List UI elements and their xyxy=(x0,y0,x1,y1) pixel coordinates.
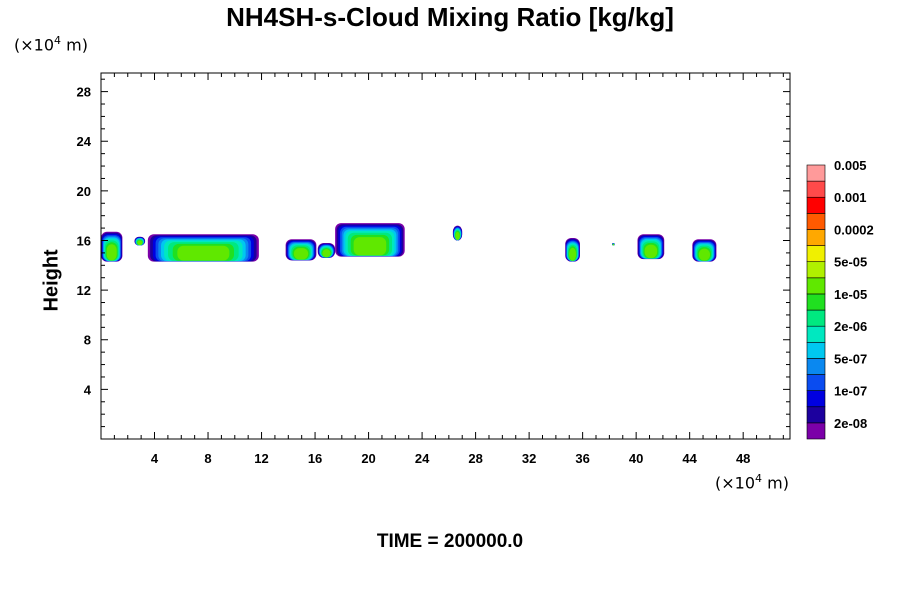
x-unit-prefix: (×10 xyxy=(715,473,756,493)
colorbar-swatch xyxy=(806,341,826,359)
y-axis-unit: (×104 m) xyxy=(14,34,88,54)
y-axis-ticks: 4 8 12 16 20 24 28 xyxy=(77,78,790,428)
colorbar-swatch xyxy=(806,229,826,246)
colorbar-swatch xyxy=(806,245,826,263)
cloud-feature xyxy=(134,236,146,246)
cloud-feature xyxy=(565,238,580,262)
x-tick-label: 8 xyxy=(204,451,211,466)
x-tick-label: 4 xyxy=(151,451,159,466)
colorbar-label: 2e-08 xyxy=(834,416,867,431)
colorbar: 2e-08 1e-07 5e-07 2e-06 1e-05 5e-05 0.0002 0.00… xyxy=(806,158,874,440)
x-tick-label: 44 xyxy=(682,451,697,466)
x-tick-label: 48 xyxy=(736,451,750,466)
colorbar-label: 1e-07 xyxy=(834,384,867,399)
x-tick-label: 24 xyxy=(415,451,430,466)
colorbar-swatch xyxy=(806,164,826,182)
colorbar-swatch xyxy=(806,293,826,311)
colorbar-label: 5e-05 xyxy=(834,255,867,270)
colorbar-swatch xyxy=(806,422,826,440)
colorbar-swatch xyxy=(806,213,826,230)
cloud-feature xyxy=(335,223,405,257)
y-unit-suffix: m) xyxy=(61,35,88,55)
colorbar-label: 1e-05 xyxy=(834,287,867,302)
cloud-band xyxy=(137,240,143,246)
x-tick-label: 28 xyxy=(468,451,482,466)
x-axis-unit: (×104 m) xyxy=(715,472,789,492)
colorbar-label: 0.005 xyxy=(834,158,867,173)
cloud-feature xyxy=(637,234,665,260)
cloud-band xyxy=(569,247,577,261)
colorbar-swatch xyxy=(806,406,826,424)
colorbar-swatch xyxy=(806,180,826,198)
cloud-feature xyxy=(285,239,317,261)
x-unit-suffix: m) xyxy=(762,473,789,493)
cloud-band xyxy=(455,231,460,240)
cloud-feature xyxy=(692,239,717,262)
cloud-feature xyxy=(317,242,336,258)
colorbar-swatch xyxy=(806,374,826,391)
colorbar-swatch xyxy=(806,196,826,214)
cloud-band xyxy=(698,248,711,261)
cloud-band xyxy=(322,249,331,258)
cloud-feature xyxy=(147,234,259,262)
x-tick-label: 36 xyxy=(575,451,589,466)
cloud-feature xyxy=(101,231,123,262)
cloud-band xyxy=(353,237,387,256)
y-unit-prefix: (×10 xyxy=(14,35,55,55)
time-footer: TIME = 200000.0 xyxy=(376,531,524,552)
colorbar-swatch xyxy=(806,358,826,375)
colorbar-label: 5e-07 xyxy=(834,351,867,366)
x-tick-label: 40 xyxy=(629,451,643,466)
colorbar-label: 0.0002 xyxy=(834,222,874,237)
chart-title: NH4SH-s-Cloud Mixing Ratio [kg/kg] xyxy=(226,2,674,32)
cloud-band xyxy=(644,244,658,259)
y-tick-label: 12 xyxy=(77,283,91,298)
colorbar-swatch xyxy=(806,261,826,279)
colorbar-label: 0.001 xyxy=(834,190,867,205)
y-tick-label: 4 xyxy=(84,382,92,397)
y-tick-label: 24 xyxy=(77,134,92,149)
cloud-band xyxy=(612,244,615,246)
colorbar-swatch xyxy=(806,325,826,343)
colorbar-label: 2e-06 xyxy=(834,319,867,334)
cloud-band xyxy=(293,248,309,260)
colorbar-swatch xyxy=(806,277,826,295)
x-tick-label: 12 xyxy=(254,451,268,466)
y-tick-label: 28 xyxy=(77,85,91,100)
y-tick-label: 20 xyxy=(77,184,91,199)
colorbar-swatch xyxy=(806,390,826,408)
cloud-feature xyxy=(452,225,463,241)
cloud-feature xyxy=(612,242,615,246)
x-tick-label: 20 xyxy=(361,451,375,466)
x-unit-exponent: 4 xyxy=(755,472,763,485)
x-tick-label: 16 xyxy=(308,451,322,466)
y-unit-exponent: 4 xyxy=(54,34,62,47)
cloud-band xyxy=(106,244,117,261)
cloud-layer xyxy=(101,223,717,262)
plot-frame xyxy=(100,72,791,440)
x-axis-ticks: 4 8 12 16 20 24 28 32 36 40 44 48 xyxy=(113,73,784,466)
y-tick-label: 16 xyxy=(77,233,91,248)
cloud-band xyxy=(177,245,230,261)
y-tick-label: 8 xyxy=(84,333,91,348)
x-tick-label: 32 xyxy=(522,451,536,466)
colorbar-swatch xyxy=(806,309,826,327)
